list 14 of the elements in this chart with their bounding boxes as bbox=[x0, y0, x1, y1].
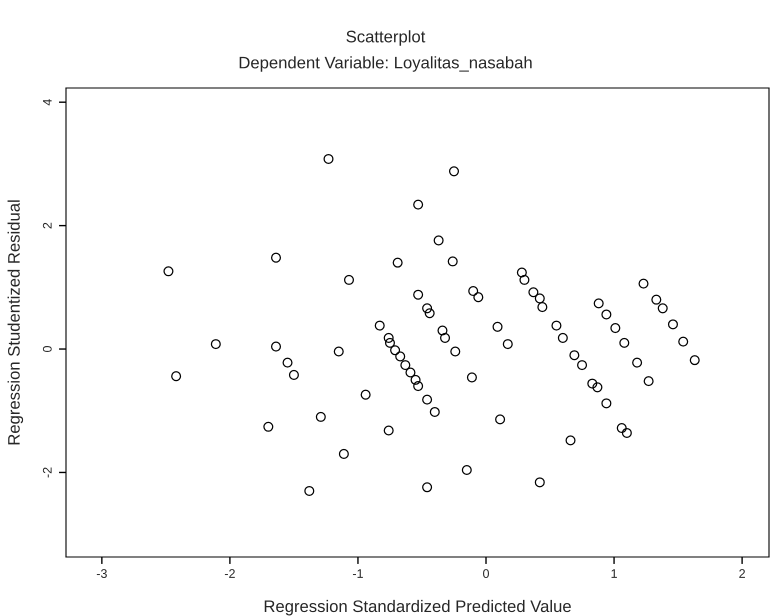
y-tick-label: 2 bbox=[42, 222, 52, 228]
y-tick-label: 0 bbox=[42, 346, 52, 352]
x-tick-label: -1 bbox=[352, 569, 363, 578]
x-tick-label: 0 bbox=[483, 569, 489, 578]
chart-subtitle: Dependent Variable: Loyalitas_nasabah bbox=[240, 56, 532, 72]
y-tick-label: 4 bbox=[43, 99, 52, 106]
x-tick-label: -2 bbox=[224, 569, 235, 578]
x-tick-label: -3 bbox=[96, 569, 107, 578]
y-tick-label: -2 bbox=[42, 468, 52, 478]
y-axis-title: Regression Studentized Residual bbox=[8, 200, 24, 444]
chart-title: Scatterplot bbox=[346, 30, 426, 46]
x-axis-title: Regression Standardized Predicted Value bbox=[264, 600, 571, 616]
x-tick-label: 1 bbox=[612, 569, 617, 578]
x-tick-label: 2 bbox=[739, 569, 745, 578]
